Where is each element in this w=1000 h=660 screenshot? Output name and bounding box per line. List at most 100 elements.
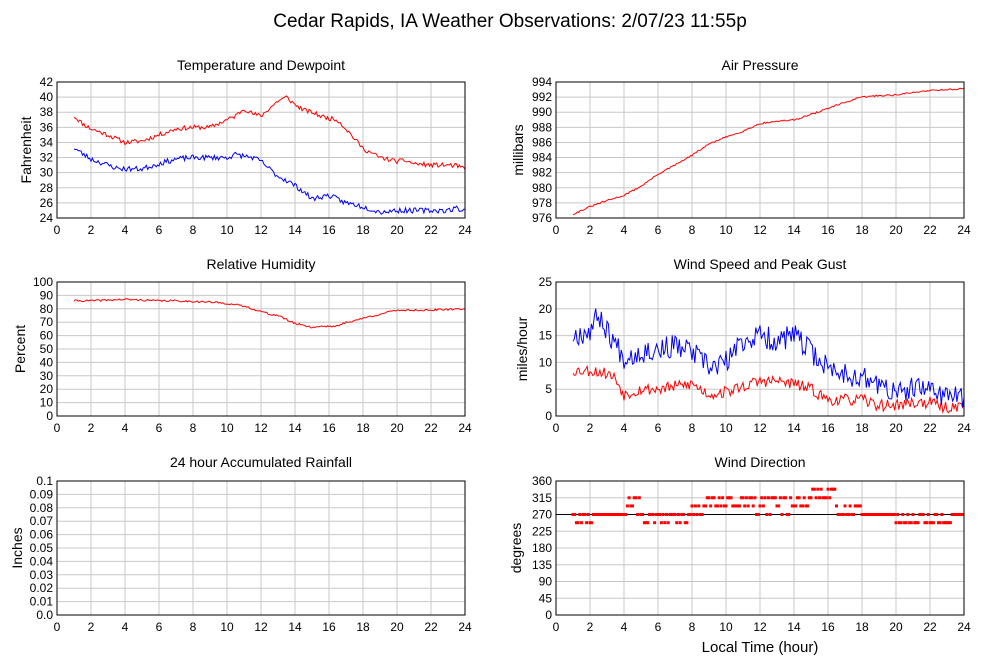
data-point bbox=[666, 521, 670, 525]
data-point bbox=[576, 521, 580, 525]
data-point bbox=[602, 513, 606, 516]
x-tick-label: 16 bbox=[821, 421, 835, 435]
data-point bbox=[896, 513, 900, 516]
data-point bbox=[865, 513, 869, 516]
data-point bbox=[823, 496, 827, 500]
data-point bbox=[622, 513, 626, 516]
chart-title: Temperature and Dewpoint bbox=[177, 57, 345, 73]
y-tick-label: 0.08 bbox=[30, 501, 54, 515]
y-tick-label: 25 bbox=[539, 275, 553, 289]
data-point bbox=[598, 513, 602, 516]
data-point bbox=[600, 513, 604, 516]
data-point bbox=[750, 496, 753, 500]
x-tick-label: 2 bbox=[587, 620, 594, 634]
y-tick-label: 0.04 bbox=[30, 554, 54, 568]
x-tick-label: 18 bbox=[356, 421, 370, 435]
data-point bbox=[782, 496, 786, 500]
data-point bbox=[901, 513, 905, 516]
data-point bbox=[714, 504, 718, 508]
x-tick-label: 4 bbox=[122, 421, 129, 435]
y-tick-label: 36 bbox=[40, 120, 54, 134]
x-tick-label: 22 bbox=[424, 421, 438, 435]
data-point bbox=[945, 521, 949, 525]
data-point bbox=[909, 521, 913, 525]
data-point bbox=[673, 513, 677, 516]
y-tick-label: 34 bbox=[40, 135, 54, 149]
x-tick-label: 2 bbox=[88, 620, 95, 634]
y-tick-label: 982 bbox=[532, 166, 552, 180]
data-point bbox=[712, 496, 716, 500]
data-point bbox=[811, 487, 815, 491]
x-tick-label: 22 bbox=[424, 223, 438, 237]
y-tick-label: 20 bbox=[539, 302, 553, 316]
x-tick-label: 18 bbox=[855, 223, 869, 237]
x-tick-label: 12 bbox=[753, 223, 767, 237]
data-point bbox=[799, 504, 803, 508]
data-point bbox=[802, 496, 806, 500]
series-line-0 bbox=[73, 95, 465, 170]
x-tick-label: 6 bbox=[655, 620, 662, 634]
data-point bbox=[955, 513, 959, 516]
data-point bbox=[841, 513, 845, 516]
y-tick-label: 5 bbox=[545, 382, 552, 396]
data-point bbox=[661, 513, 665, 516]
x-tick-label: 24 bbox=[957, 620, 971, 634]
page-title: Cedar Rapids, IA Weather Observations: 2… bbox=[273, 11, 747, 32]
data-point bbox=[639, 513, 643, 516]
data-point bbox=[892, 513, 896, 516]
data-point bbox=[855, 504, 859, 508]
grid bbox=[556, 82, 964, 218]
y-tick-label: 40 bbox=[40, 355, 54, 369]
x-tick-label: 10 bbox=[220, 223, 234, 237]
data-point bbox=[624, 513, 628, 516]
x-tick-label: 14 bbox=[288, 620, 302, 634]
x-tick-label: 18 bbox=[356, 620, 370, 634]
data-point bbox=[933, 513, 937, 516]
x-tick-label: 18 bbox=[855, 421, 869, 435]
data-point bbox=[872, 513, 876, 516]
data-point bbox=[795, 496, 799, 500]
data-point bbox=[751, 504, 755, 508]
data-point bbox=[642, 521, 646, 525]
data-point bbox=[627, 496, 631, 500]
data-point bbox=[739, 496, 743, 500]
data-point bbox=[833, 487, 837, 491]
chart-title: Relative Humidity bbox=[207, 256, 316, 272]
data-point bbox=[651, 513, 655, 516]
x-tick-label: 16 bbox=[322, 620, 336, 634]
y-tick-label: 0 bbox=[545, 409, 552, 423]
data-point bbox=[668, 513, 672, 516]
data-point bbox=[875, 513, 879, 516]
data-point bbox=[631, 504, 634, 508]
x-tick-label: 18 bbox=[855, 620, 869, 634]
data-point bbox=[784, 496, 787, 500]
data-point bbox=[950, 513, 954, 516]
y-tick-label: 32 bbox=[40, 151, 54, 165]
data-point bbox=[571, 513, 575, 516]
data-point bbox=[942, 521, 946, 525]
x-tick-label: 0 bbox=[54, 223, 61, 237]
data-point bbox=[812, 487, 816, 491]
chart-air-pressure: Air Pressure millibars 2 4 6 8 10 12 14 16 18 20 2… bbox=[510, 57, 971, 237]
data-point bbox=[870, 513, 874, 516]
y-tick-label: 980 bbox=[532, 181, 552, 195]
x-tick-label: 2 bbox=[587, 223, 594, 237]
data-point bbox=[704, 504, 708, 508]
x-tick-label: 6 bbox=[655, 223, 662, 237]
x-tick-label: 12 bbox=[753, 421, 767, 435]
data-point bbox=[603, 513, 607, 516]
data-point bbox=[846, 513, 850, 516]
x-tick-label: 0 bbox=[553, 223, 560, 237]
y-tick-label: 40 bbox=[40, 90, 54, 104]
plot-frame bbox=[56, 281, 466, 417]
data-point bbox=[733, 504, 736, 508]
data-point bbox=[959, 513, 963, 516]
data-point bbox=[843, 504, 847, 508]
y-tick-label: 0 bbox=[46, 409, 53, 423]
x-tick-label: 10 bbox=[220, 620, 234, 634]
data-point bbox=[840, 513, 844, 516]
data-point bbox=[763, 496, 767, 500]
data-point bbox=[719, 504, 723, 508]
data-point bbox=[816, 487, 820, 491]
data-point bbox=[743, 504, 747, 508]
